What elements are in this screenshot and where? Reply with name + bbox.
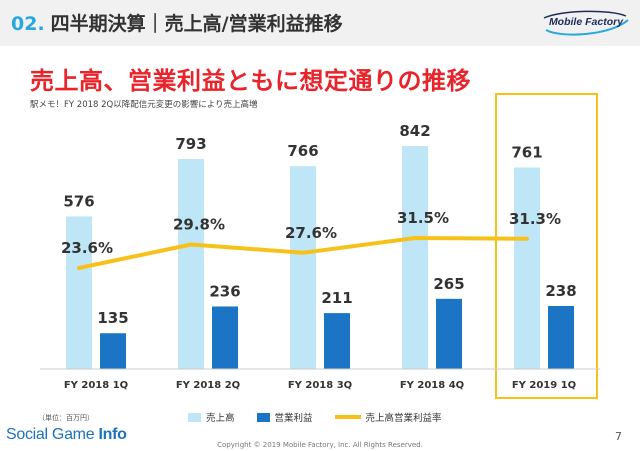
legend-operating-income-swatch — [256, 412, 270, 422]
operating-income-bar — [100, 333, 126, 369]
highlight-box — [495, 93, 598, 399]
section-number: 02. — [11, 13, 45, 35]
margin-point — [525, 237, 529, 241]
source-watermark: Social Game Info — [6, 426, 127, 444]
operating-income-bar — [548, 305, 574, 369]
revenue-value-label: 842 — [399, 122, 430, 140]
legend-operating-income-label: 営業利益 — [274, 413, 313, 424]
section-title: 四半期決算｜売上高/営業利益推移 — [50, 13, 343, 35]
revenue-bar — [402, 146, 428, 369]
margin-point — [77, 266, 81, 270]
revenue-bar — [290, 166, 316, 369]
source-bold: Info — [98, 426, 127, 443]
category-label: FY 2018 3Q — [288, 380, 352, 391]
operating-income-bar — [436, 298, 462, 369]
revenue-value-label: 766 — [287, 142, 318, 160]
operating-income-value-label: 236 — [209, 282, 240, 300]
category-label: FY 2018 2Q — [176, 380, 240, 391]
category-label: FY 2018 1Q — [64, 380, 128, 391]
operating-income-bar — [212, 306, 238, 369]
margin-point — [413, 236, 417, 240]
operating-income-value-label: 238 — [545, 282, 576, 300]
page-title: 02. 四半期決算｜売上高/営業利益推移 — [11, 9, 343, 36]
legend-margin-swatch — [334, 415, 361, 419]
headline: 売上高、営業利益ともに想定通りの推移 — [30, 67, 471, 95]
margin-value-label: 29.8% — [173, 215, 225, 233]
margin-value-label: 23.6% — [61, 239, 113, 257]
copyright: Copyright © 2019 Mobile Factory, Inc. Al… — [217, 441, 423, 449]
operating-income-bar — [324, 313, 350, 369]
revenue-bar — [514, 167, 540, 369]
revenue-value-label: 793 — [175, 135, 206, 153]
page-number: 7 — [615, 430, 622, 443]
margin-value-label: 31.5% — [397, 209, 449, 227]
category-label: FY 2018 4Q — [400, 380, 464, 391]
revenue-bar — [66, 216, 92, 369]
legend-margin-label: 売上高営業利益率 — [365, 413, 442, 424]
legend: 売上高 営業利益 売上高営業利益率 — [188, 410, 464, 424]
category-label: FY 2019 1Q — [512, 380, 576, 391]
company-logo: Mobile Factory — [540, 10, 632, 36]
margin-value-label: 27.6% — [285, 224, 337, 242]
legend-revenue-swatch — [188, 412, 201, 422]
margin-point — [301, 251, 305, 255]
operating-income-value-label: 135 — [97, 309, 128, 327]
margin-value-label: 31.3% — [509, 210, 561, 228]
unit-note: （単位：百万円） — [38, 414, 94, 422]
legend-operating-income: 営業利益 — [256, 410, 313, 424]
revenue-bar — [178, 158, 204, 369]
operating-income-value-label: 211 — [321, 289, 352, 307]
revenue-value-label: 576 — [63, 192, 94, 210]
revenue-value-label: 761 — [511, 143, 542, 161]
source-light: Social Game — [6, 426, 99, 443]
logo-text: Mobile Factory — [548, 16, 624, 28]
margin-point — [189, 242, 193, 246]
header-bar: 02. 四半期決算｜売上高/営業利益推移 Mobile Factory — [0, 0, 640, 46]
legend-revenue-label: 売上高 — [206, 413, 235, 424]
legend-revenue: 売上高 — [188, 410, 235, 424]
chart-note: 駅メモ！FY 2018 2Q以降配信元変更の影響により売上高増 — [30, 100, 258, 110]
legend-margin: 売上高営業利益率 — [334, 410, 442, 424]
logo-swoosh-icon — [543, 10, 629, 36]
operating-income-value-label: 265 — [433, 275, 464, 293]
